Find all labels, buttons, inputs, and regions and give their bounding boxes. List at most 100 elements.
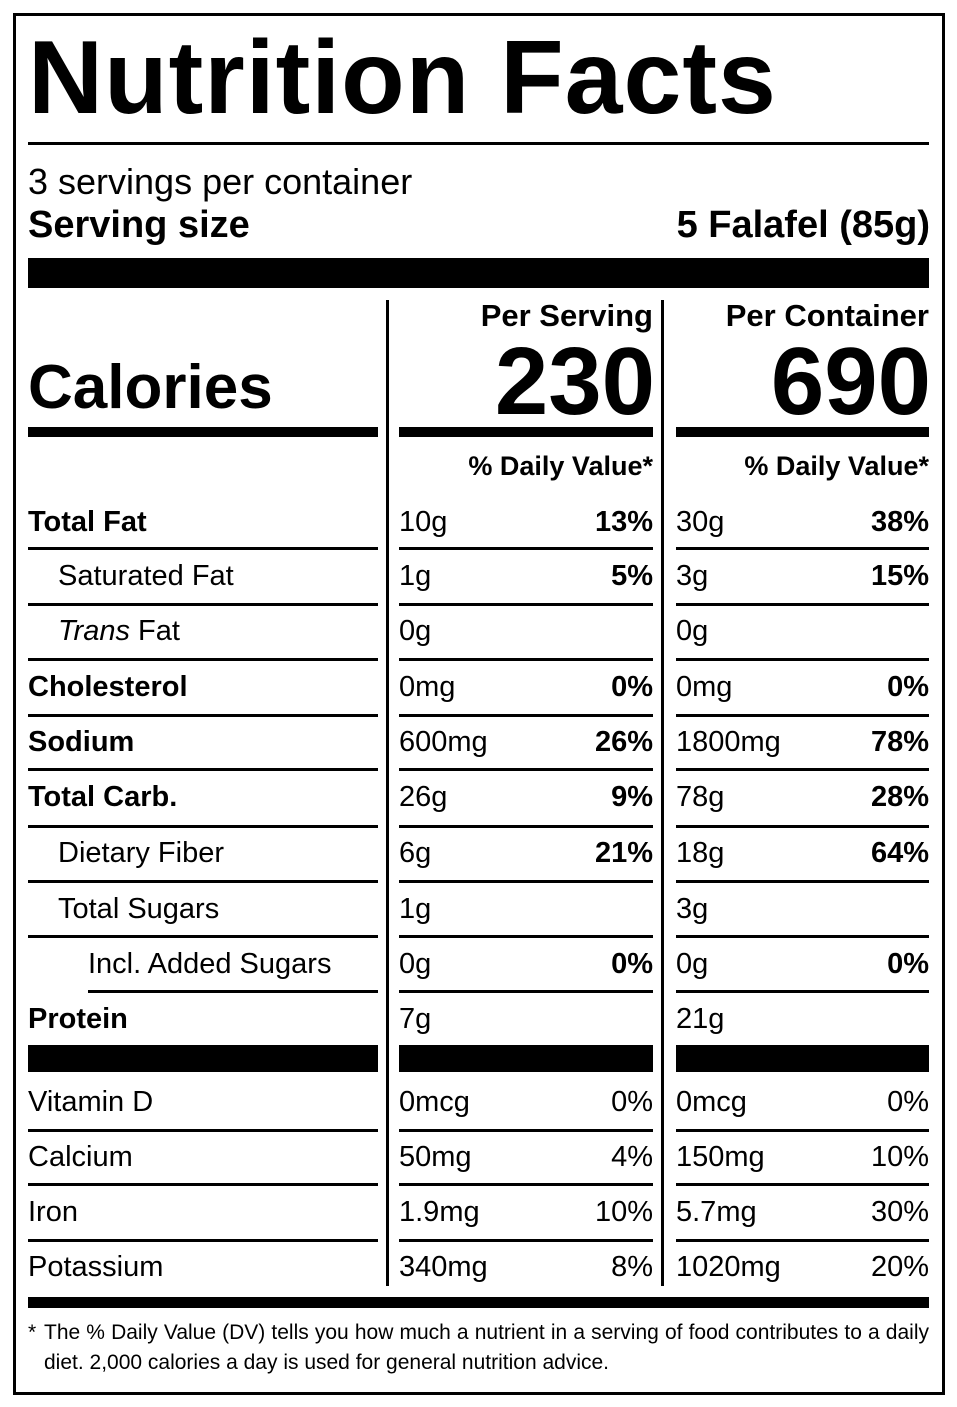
- nutrient-row: Potassium 340mg 8% 1020mg 20%: [0, 1240, 957, 1294]
- row-divider: [676, 603, 929, 606]
- row-divider: [676, 547, 929, 550]
- protein-thick-bar: [28, 1045, 378, 1072]
- nutrient-daily-value: 38%: [870, 506, 929, 538]
- row-divider: [28, 658, 378, 661]
- row-divider: [28, 1183, 378, 1186]
- nutrient-amount: 3g: [676, 560, 709, 592]
- nutrient-daily-value: 0%: [887, 1086, 929, 1118]
- nutrient-amount: 150mg: [676, 1141, 765, 1173]
- nutrient-row: Total Sugars 1g 3g: [0, 882, 957, 936]
- label-title: Nutrition Facts: [28, 20, 777, 136]
- nutrient-amount: 30g: [676, 506, 725, 538]
- nutrient-label: Iron: [28, 1196, 78, 1228]
- nutrient-amount: 600mg: [399, 726, 488, 758]
- nutrient-label: Calcium: [28, 1141, 133, 1173]
- nutrient-daily-value: 15%: [870, 560, 929, 592]
- row-divider: [399, 880, 653, 883]
- nutrient-label: Potassium: [28, 1251, 164, 1283]
- nutrient-amount: 340mg: [399, 1251, 488, 1283]
- protein-thick-bar: [399, 1045, 653, 1072]
- per-container-calories: 690: [770, 328, 931, 435]
- servings-per-container: 3 servings per container: [28, 161, 413, 202]
- nutrient-amount: 0mg: [399, 671, 456, 703]
- nutrient-daily-value: 21%: [594, 837, 653, 869]
- daily-value-header-serving: % Daily Value*: [468, 451, 653, 481]
- protein-thick-bar: [676, 1045, 929, 1072]
- nutrient-row: Cholesterol 0mg 0% 0mg 0%: [0, 660, 957, 714]
- title-divider: [28, 142, 929, 145]
- nutrient-label: Protein: [28, 1003, 128, 1035]
- nutrient-daily-value: 13%: [594, 506, 653, 538]
- footnote: * The % Daily Value (DV) tells you how m…: [28, 1318, 929, 1378]
- nutrient-daily-value: 30%: [870, 1196, 929, 1228]
- nutrient-label: Cholesterol: [28, 671, 188, 703]
- nutrient-label: Trans Fat: [58, 604, 180, 658]
- row-divider: [399, 714, 653, 717]
- per-serving-calories: 230: [494, 328, 655, 435]
- nutrient-amount: 0g: [399, 615, 432, 647]
- row-divider: [676, 880, 929, 883]
- per-container-header: Per Container: [725, 298, 929, 333]
- nutrient-amount: 26g: [399, 781, 448, 813]
- nutrient-amount: 1g: [399, 560, 432, 592]
- nutrient-daily-value: 8%: [611, 1251, 653, 1283]
- nutrient-daily-value: 0%: [887, 948, 929, 980]
- nutrient-daily-value: 0%: [611, 948, 653, 980]
- nutrient-amount: 1020mg: [676, 1251, 781, 1283]
- nutrient-row: Calcium 50mg 4% 150mg 10%: [0, 1130, 957, 1184]
- column-divider-2: [661, 300, 664, 1286]
- row-divider: [28, 1129, 378, 1132]
- nutrient-amount: 10g: [399, 506, 448, 538]
- nutrient-label: Vitamin D: [28, 1086, 154, 1118]
- row-divider: [399, 1129, 653, 1132]
- nutrient-label-italic: Trans: [58, 615, 130, 647]
- row-divider: [676, 1183, 929, 1186]
- daily-value-header-container: % Daily Value*: [744, 451, 929, 481]
- footnote-text: The % Daily Value (DV) tells you how muc…: [44, 1321, 929, 1374]
- nutrient-daily-value: 78%: [870, 726, 929, 758]
- nutrient-amount: 7g: [399, 1003, 432, 1035]
- nutrient-daily-value: 20%: [870, 1251, 929, 1283]
- nutrient-label: Total Fat: [28, 506, 147, 538]
- nutrient-amount: 1800mg: [676, 726, 781, 758]
- row-divider: [676, 714, 929, 717]
- nutrient-row: Saturated Fat 1g 5% 3g 15%: [0, 549, 957, 603]
- nutrient-daily-value: 10%: [594, 1196, 653, 1228]
- column-divider-1: [386, 300, 389, 1286]
- nutrient-row: Total Fat 10g 13% 30g 38%: [0, 495, 957, 549]
- nutrient-amount: 0g: [676, 615, 709, 647]
- nutrient-label-text: Fat: [129, 615, 180, 647]
- nutrient-daily-value: 9%: [611, 781, 653, 813]
- calories-bar-left: [28, 427, 378, 437]
- nutrient-amount: 0g: [399, 948, 432, 980]
- row-divider: [28, 714, 378, 717]
- row-divider: [676, 1129, 929, 1132]
- nutrient-amount: 0mg: [676, 671, 733, 703]
- label-border: [13, 13, 945, 1395]
- row-divider: [88, 990, 378, 993]
- nutrient-daily-value: 0%: [611, 1086, 653, 1118]
- row-divider: [399, 547, 653, 550]
- row-divider: [399, 1183, 653, 1186]
- nutrient-daily-value: 64%: [870, 837, 929, 869]
- nutrient-amount: 78g: [676, 781, 725, 813]
- calories-bar-mid: [399, 427, 653, 437]
- nutrient-amount: 18g: [676, 837, 725, 869]
- serving-size-label: Serving size: [28, 204, 250, 246]
- calories-bar-right: [676, 427, 929, 437]
- row-divider: [28, 825, 378, 828]
- nutrient-label: Dietary Fiber: [58, 837, 224, 869]
- row-divider: [28, 935, 378, 938]
- nutrient-row: Iron 1.9mg 10% 5.7mg 30%: [0, 1185, 957, 1239]
- row-divider: [399, 935, 653, 938]
- nutrient-row: Dietary Fiber 6g 21% 18g 64%: [0, 826, 957, 880]
- nutrient-amount: 0g: [676, 948, 709, 980]
- nutrient-row: Incl. Added Sugars 0g 0% 0g 0%: [0, 937, 957, 991]
- nutrient-daily-value: 26%: [594, 726, 653, 758]
- nutrient-amount: 50mg: [399, 1141, 472, 1173]
- nutrient-daily-value: 5%: [611, 560, 653, 592]
- nutrient-label: Saturated Fat: [58, 560, 234, 592]
- nutrient-amount: 0mcg: [399, 1086, 470, 1118]
- nutrient-daily-value: 28%: [870, 781, 929, 813]
- row-divider: [676, 825, 929, 828]
